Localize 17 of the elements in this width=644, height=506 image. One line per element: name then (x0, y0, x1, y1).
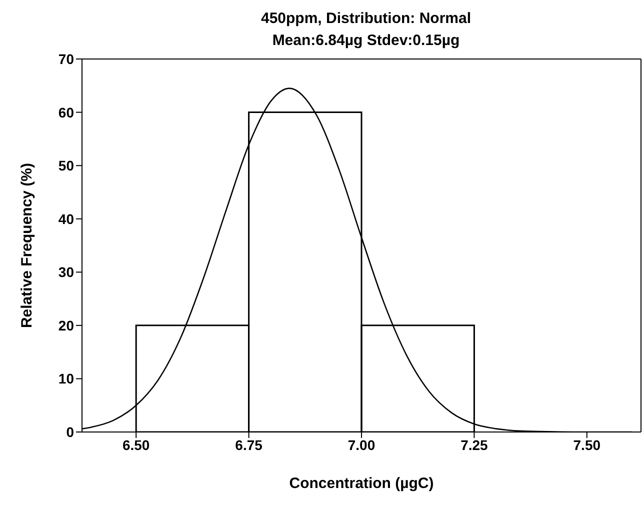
x-tick-label: 7.25 (460, 436, 488, 453)
y-tick-label: 40 (58, 210, 74, 227)
y-tick-label: 0 (66, 424, 74, 440)
y-axis-title: Relative Frequency (%) (18, 162, 36, 328)
x-tick-label: 7.50 (573, 436, 601, 453)
x-tick-label: 7.00 (348, 436, 376, 453)
y-tick-label: 60 (58, 104, 74, 120)
y-tick-label: 10 (58, 370, 74, 387)
x-axis-title: Concentration (µgC) (289, 475, 434, 492)
y-tick-label: 70 (58, 50, 74, 67)
x-tick-label: 6.75 (235, 436, 263, 453)
x-tick-label: 6.50 (122, 436, 150, 453)
chart-subtitle: Mean:6.84µg Stdev:0.15µg (271, 31, 461, 51)
chart-title: 450ppm, Distribution: Normal (260, 9, 472, 29)
y-tick-label: 20 (58, 317, 74, 334)
y-tick-label: 30 (58, 264, 74, 280)
y-tick-label: 50 (58, 158, 74, 174)
